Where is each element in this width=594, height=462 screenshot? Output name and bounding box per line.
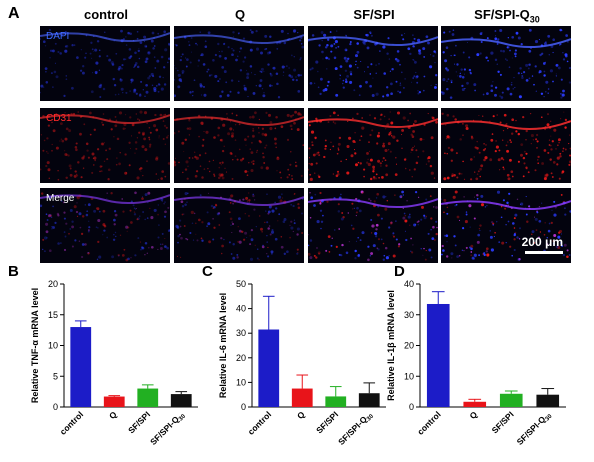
bar-sf-spi-q30 [536,394,560,407]
y-tick-label: 10 [48,341,58,351]
bar-sf-spi [499,393,523,407]
chart-panel-d: D 0 10 20 30 40 Relative IL-1β mRNA level contr… [386,263,566,448]
category-label: SF/SPI [490,409,516,435]
scale-bar-label: 200 μm [521,235,563,249]
micrograph-cd31-3 [441,108,571,183]
micrograph-cd31-1 [174,108,304,183]
column-header-subscript: 30 [529,14,540,25]
column-header-q: Q [234,7,246,22]
category-label: control [58,409,85,436]
micrograph-merge-1 [174,188,304,263]
y-tick-label: 30 [236,328,246,338]
bar-q [103,396,125,407]
micrograph-dapi-0: DAPI [40,26,170,101]
bar-sf-spi-q30 [358,393,380,407]
bar-control [426,303,450,407]
y-tick-label: 0 [409,402,414,412]
y-tick-label: 40 [404,279,414,289]
category-label: Q [107,409,119,421]
panel-label-d: D [394,263,405,280]
y-tick-label: 40 [236,304,246,314]
bar-sf-spi-q30 [170,394,192,407]
y-tick-label: 20 [48,279,58,289]
category-label: SF/SPI-Q30 [336,409,375,448]
category-label: SF/SPI [314,409,340,435]
y-tick-label: 0 [53,402,58,412]
category-label: control [415,409,442,436]
bar-sf-spi [325,396,347,407]
micrograph-merge-0: Merge [40,188,170,263]
bar-control [70,327,92,407]
bar-control [258,329,280,407]
category-label: SF/SPI-Q30 [515,409,554,448]
micrograph-merge-3: 200 μm [441,188,571,263]
category-subscript: 30 [178,413,187,422]
micrograph-merge-2 [308,188,438,263]
y-tick-label: 50 [236,279,246,289]
bar-sf-spi [137,388,159,407]
micrograph-cd31-2 [308,108,438,183]
column-header-sfspi: SF/SPI [353,7,395,22]
y-axis-label: Relative TNF-α mRNA level [30,288,40,403]
scale-bar [525,251,563,254]
y-tick-label: 10 [404,371,414,381]
column-header-sfspi-q30-text: SF/SPI-Q [474,7,530,22]
y-tick-label: 20 [404,341,414,351]
category-label: control [246,409,273,436]
micrograph-dapi-1 [174,26,304,101]
y-tick-label: 15 [48,310,58,320]
y-tick-label: 30 [404,310,414,320]
bar-q [291,388,313,407]
y-tick-label: 0 [241,402,246,412]
category-label: Q [467,409,479,421]
category-label: SF/SPI-Q30 [148,409,187,448]
chart-panel-c: C 0 10 20 30 40 50 Relative IL-6 mRNA level cont… [202,263,386,448]
panel-label-a: A [8,5,20,22]
bar-q [463,401,487,407]
micrograph-cd31-0: CD31 [40,108,170,183]
y-axis-label: Relative IL-6 mRNA level [218,293,228,398]
micrograph-dapi-3 [441,26,571,101]
micrograph-dapi-2 [308,26,438,101]
y-tick-label: 10 [236,377,246,387]
y-tick-label: 20 [236,353,246,363]
y-axis-label: Relative IL-1β mRNA level [386,290,396,401]
category-subscript: 30 [366,413,375,422]
panel-label-c: C [202,263,213,280]
chart-panel-b: B 0 5 10 15 20 Relative TNF-α mRNA level contro… [8,263,198,448]
category-subscript: 30 [545,413,554,422]
row-label-merge: Merge [46,193,75,204]
category-label: Q [295,409,307,421]
panel-label-b: B [8,263,19,280]
column-header-control: control [83,7,129,22]
column-header-sfspi-q30: SF/SPI-Q30 [441,7,573,25]
row-label-cd31: CD31 [46,113,72,124]
category-label: SF/SPI [126,409,152,435]
y-tick-label: 5 [53,371,58,381]
row-label-dapi: DAPI [46,31,70,42]
